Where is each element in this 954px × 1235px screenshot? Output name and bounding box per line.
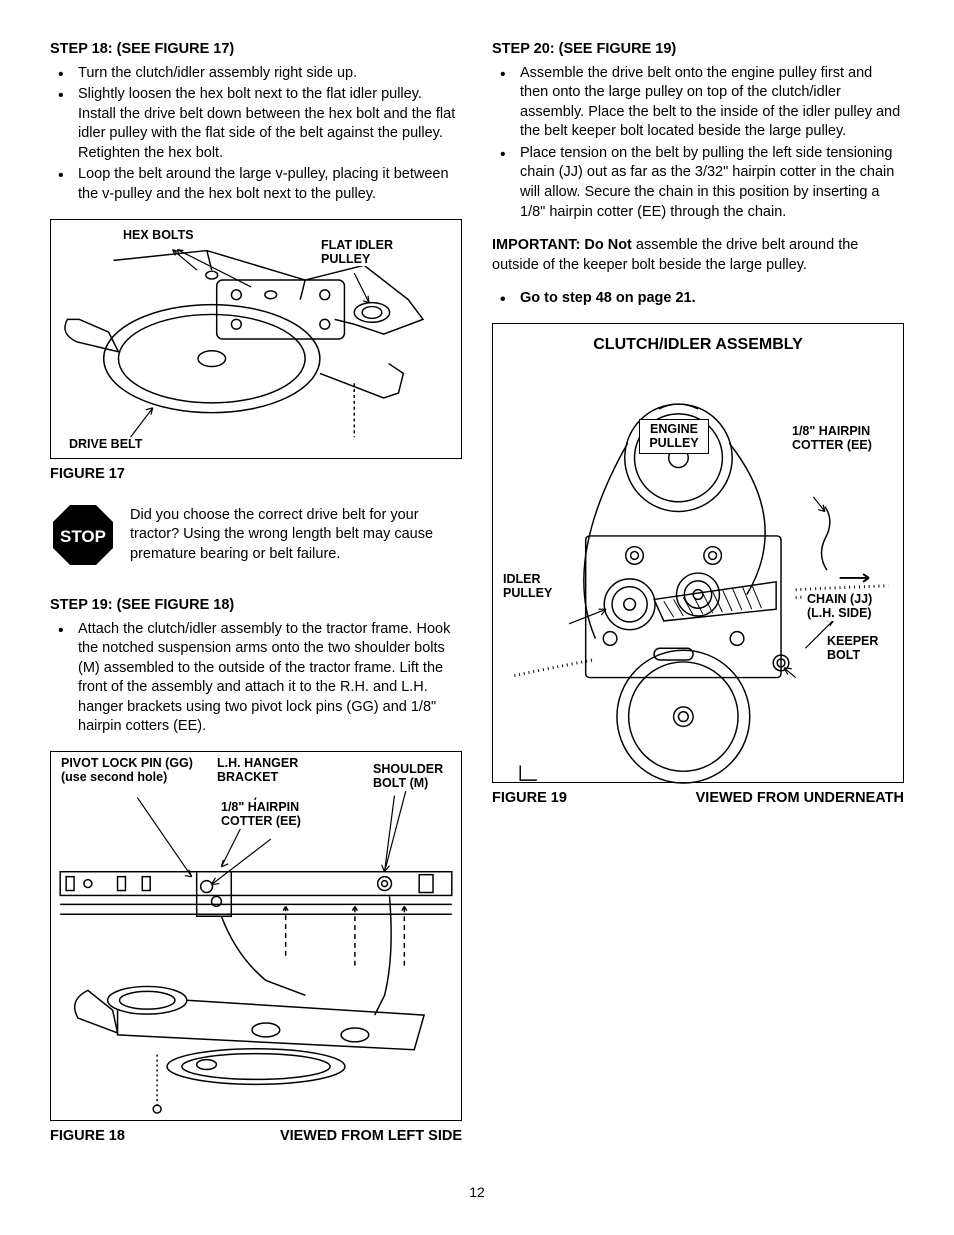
- step18-bullet: Slightly loosen the hex bolt next to the…: [50, 85, 462, 163]
- fig19-label-hairpin: 1/8" HAIRPIN COTTER (EE): [790, 424, 895, 453]
- step18-bullet: Turn the clutch/idler assembly right sid…: [50, 64, 462, 84]
- fig18-label-shoulder: SHOULDER BOLT (M): [371, 762, 453, 791]
- step19-heading: STEP 19: (SEE FIGURE 18): [50, 596, 462, 616]
- step19-bullets: Attach the clutch/idler assembly to the …: [50, 620, 462, 737]
- step20-bullet: Place tension on the belt by pulling the…: [492, 144, 904, 222]
- fig19-label-idler: IDLER PULLEY: [501, 572, 563, 601]
- fig18-caption-right: VIEWED FROM LEFT SIDE: [280, 1127, 462, 1147]
- fig17-caption-text: FIGURE 17: [50, 465, 125, 485]
- stop-text: Did you choose the correct drive belt fo…: [130, 506, 462, 565]
- fig19-label-chain: CHAIN (JJ) (L.H. SIDE): [805, 592, 895, 621]
- fig18-label-lhhanger: L.H. HANGER BRACKET: [215, 756, 307, 785]
- fig19-caption: FIGURE 19 VIEWED FROM UNDERNEATH: [492, 789, 904, 809]
- fig19-label-engine: ENGINE PULLEY: [639, 419, 709, 454]
- fig18-caption: FIGURE 18 VIEWED FROM LEFT SIDE: [50, 1127, 462, 1147]
- fig19-label-keeper: KEEPER BOLT: [825, 634, 895, 663]
- page-columns: STEP 18: (SEE FIGURE 17) Turn the clutch…: [50, 40, 904, 1165]
- step18-heading: STEP 18: (SEE FIGURE 17): [50, 40, 462, 60]
- step20-bullets: Assemble the drive belt onto the engine …: [492, 64, 904, 223]
- step20-bullet: Assemble the drive belt onto the engine …: [492, 64, 904, 142]
- figure-19: CLUTCH/IDLER ASSEMBLY ENGINE PULLEY 1/8"…: [492, 323, 904, 783]
- step20-heading: STEP 20: (SEE FIGURE 19): [492, 40, 904, 60]
- important-note: IMPORTANT: Do Not assemble the drive bel…: [492, 236, 904, 275]
- left-column: STEP 18: (SEE FIGURE 17) Turn the clutch…: [50, 40, 462, 1165]
- fig17-label-drivebelt: DRIVE BELT: [67, 437, 144, 451]
- right-column: STEP 20: (SEE FIGURE 19) Assemble the dr…: [492, 40, 904, 1165]
- figure-17: HEX BOLTS FLAT IDLER PULLEY DRIVE BELT: [50, 219, 462, 459]
- fig19-title: CLUTCH/IDLER ASSEMBLY: [499, 334, 897, 356]
- fig18-label-hairpin: 1/8" HAIRPIN COTTER (EE): [219, 800, 319, 829]
- svg-text:STOP: STOP: [60, 527, 106, 546]
- fig17-label-flatidler: FLAT IDLER PULLEY: [319, 238, 409, 267]
- fig19-caption-right: VIEWED FROM UNDERNEATH: [696, 789, 904, 809]
- page-number: 12: [50, 1183, 904, 1202]
- goto-step: Go to step 48 on page 21.: [492, 289, 904, 309]
- fig17-label-hexbolts: HEX BOLTS: [121, 228, 196, 242]
- step19-bullet: Attach the clutch/idler assembly to the …: [50, 620, 462, 737]
- fig19-caption-left: FIGURE 19: [492, 789, 567, 809]
- fig18-caption-left: FIGURE 18: [50, 1127, 125, 1147]
- stop-block: STOP Did you choose the correct drive be…: [50, 502, 462, 568]
- fig18-label-pivot: PIVOT LOCK PIN (GG) (use second hole): [59, 756, 209, 785]
- fig17-caption: FIGURE 17: [50, 465, 462, 485]
- stop-icon: STOP: [50, 502, 116, 568]
- figure-18: PIVOT LOCK PIN (GG) (use second hole) L.…: [50, 751, 462, 1121]
- important-lead: IMPORTANT: Do Not: [492, 237, 632, 253]
- step18-bullets: Turn the clutch/idler assembly right sid…: [50, 64, 462, 205]
- step18-bullet: Loop the belt around the large v-pulley,…: [50, 165, 462, 204]
